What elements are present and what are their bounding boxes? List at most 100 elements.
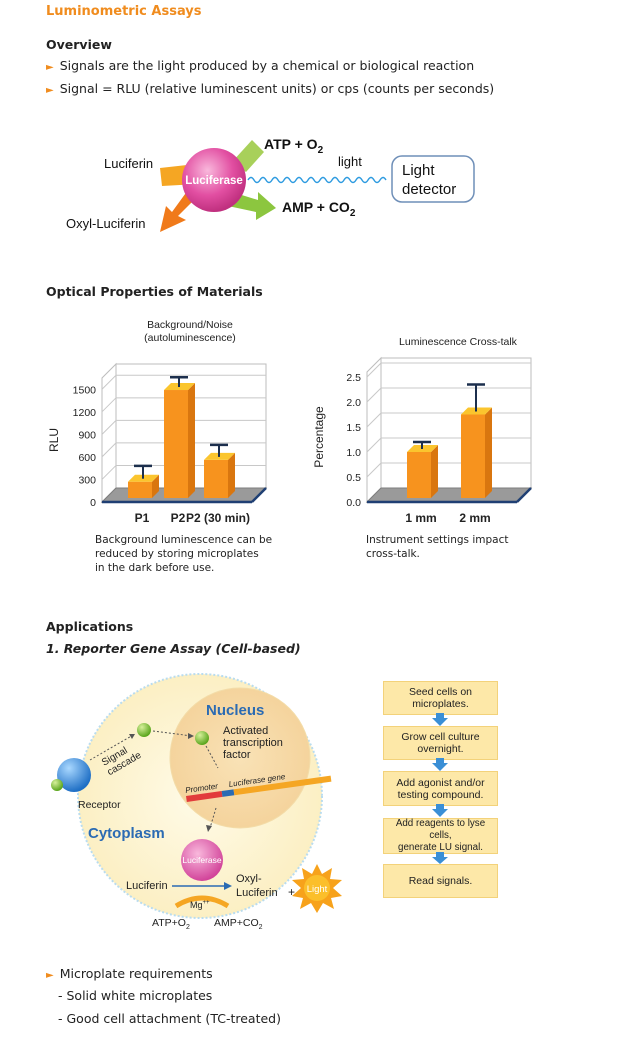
chart2-caption: Instrument settings impact cross-talk.: [366, 533, 508, 561]
luciferin-label: Luciferin: [104, 156, 153, 171]
amp-co2-label: AMP + CO2: [282, 199, 356, 219]
applications-subheading: 1. Reporter Gene Assay (Cell-based): [46, 641, 301, 656]
oxyl-output-arrow: [160, 190, 196, 232]
light-label: light: [338, 154, 362, 169]
light-detector-box: [391, 155, 475, 203]
chart-side-wall: [101, 362, 117, 504]
y-tick-label: 2.5: [346, 372, 361, 384]
reporter-gene-diagram: Nucleus Activated transcription factor R…: [51, 673, 342, 931]
amp-output-arrow: [228, 192, 276, 220]
signal-ball: [137, 723, 151, 737]
tf-label-1: Activated: [223, 725, 268, 737]
cofactor-arc: [174, 895, 230, 909]
chart1-caption: Background luminescence can be reduced b…: [95, 533, 272, 575]
cell-oxyl-label-1: Oxyl-: [236, 873, 262, 885]
x-category-label: 1 mm: [405, 511, 436, 525]
light-burst-core: [304, 875, 330, 901]
bar: [128, 481, 152, 498]
bar: [204, 459, 228, 498]
x-category-label: P2: [171, 511, 186, 525]
x-category-label: 2 mm: [459, 511, 490, 525]
applications-heading: Applications: [46, 619, 134, 634]
requirements-bullet: ► Microplate requirements: [46, 966, 213, 981]
gridline: [366, 387, 531, 403]
tf-ball: [195, 731, 209, 745]
y-tick-label: 1.0: [346, 447, 361, 459]
chart-background-noise: Background/Noise(autoluminescence) 0 300 60…: [47, 319, 268, 525]
luciferase-gene-segment: [233, 775, 332, 796]
y-tick-label: 300: [78, 474, 96, 486]
cell-amp-label: AMP+CO2: [214, 917, 263, 931]
y-tick-label: 1.5: [346, 422, 361, 434]
luciferase-enzyme-label: Luciferase: [182, 855, 221, 865]
y-tick-label: 0.5: [346, 472, 361, 484]
luciferase-enzyme-ball: [181, 839, 223, 881]
cascade-arrow-2: [152, 730, 193, 737]
detector-label-line1: Light: [402, 162, 435, 179]
overview-heading: Overview: [46, 37, 112, 52]
tf-to-gene-arrow: [205, 745, 219, 769]
y-tick-label: 2.0: [346, 397, 361, 409]
y-tick-label: 600: [78, 452, 96, 464]
flow-down-arrow-icon: [432, 804, 448, 817]
atp-o2-label: ATP + O2: [264, 136, 324, 156]
arrowhead-icon: [224, 882, 232, 890]
cell-atp-label: ATP+O2: [152, 917, 190, 931]
y-tick-label: 1200: [73, 407, 97, 419]
y-tick-label: 0: [90, 497, 96, 509]
bar-side: [188, 383, 195, 498]
caption-line: Instrument settings impact: [366, 534, 509, 546]
light-wave: [247, 176, 387, 184]
chart-back-wall: [380, 357, 532, 489]
tf-label-2: transcription: [223, 737, 283, 749]
cell-oxyl-label-2: Luciferin: [236, 887, 278, 899]
gridline: [101, 419, 266, 435]
bar-side: [431, 445, 438, 498]
cascade-arrow-1: [89, 733, 136, 761]
arrowhead-icon: [129, 734, 135, 739]
nucleus-label: Nucleus: [206, 702, 264, 719]
promoter-segment: [186, 790, 223, 802]
chart-x-axis-depth: [251, 487, 267, 503]
flow-down-arrow-icon: [432, 758, 448, 771]
arrowhead-icon: [206, 825, 212, 832]
receptor-ball: [57, 758, 91, 792]
chart-title: (autoluminescence): [144, 332, 236, 344]
caption-line: Background luminescence can be: [95, 534, 273, 546]
light-burst-label: Light: [307, 884, 328, 895]
cytoplasm-label: Cytoplasm: [88, 825, 165, 842]
bullet-text: Signal = RLU (relative luminescent units…: [59, 81, 495, 96]
bullet-text: Microplate requirements: [59, 966, 213, 981]
flow-step-3: Add agonist and/or testing compound.: [383, 771, 498, 806]
chart-side-wall: [366, 356, 382, 504]
tf-label-3: factor: [223, 749, 251, 761]
chart-crosstalk: Luminescence Cross-talk 0.0 0.5 1.0 1.5 2.0 2.…: [312, 336, 533, 525]
receptor-label: Receptor: [78, 799, 121, 811]
overview-bullet-2: ► Signal = RLU (relative luminescent unit…: [46, 81, 494, 96]
reaction-diagram: Luciferase Luciferin Oxyl-Luciferin ATP …: [66, 136, 475, 232]
caption-line: in the dark before use.: [95, 562, 215, 574]
bullet-marker-icon: ►: [46, 62, 54, 73]
y-tick-label: 900: [78, 429, 96, 441]
chart-floor: [365, 487, 533, 503]
gridline: [101, 442, 266, 458]
gridline: [101, 374, 266, 390]
chart-x-axis-depth: [516, 487, 532, 503]
flow-down-arrow-icon: [432, 852, 448, 864]
nucleus: [169, 687, 311, 829]
page-title: Luminometric Assays: [46, 4, 202, 19]
bar-side: [228, 452, 235, 498]
luciferase-label: Luciferase: [185, 175, 243, 187]
luciferase-ball: [182, 148, 246, 212]
detector-label-line2: detector: [402, 181, 456, 198]
plus-sign: +: [288, 885, 295, 899]
bullet-marker-icon: ►: [46, 85, 54, 96]
arrowhead-icon: [188, 733, 194, 739]
chart-title: Luminescence Cross-talk: [399, 336, 518, 348]
y-tick-label: 1500: [73, 384, 97, 396]
bar-side: [485, 407, 492, 498]
y-tick-label: 0.0: [346, 497, 361, 509]
mg-label: Mg++: [190, 900, 210, 910]
bar: [461, 414, 485, 498]
expression-arrow: [209, 807, 217, 829]
